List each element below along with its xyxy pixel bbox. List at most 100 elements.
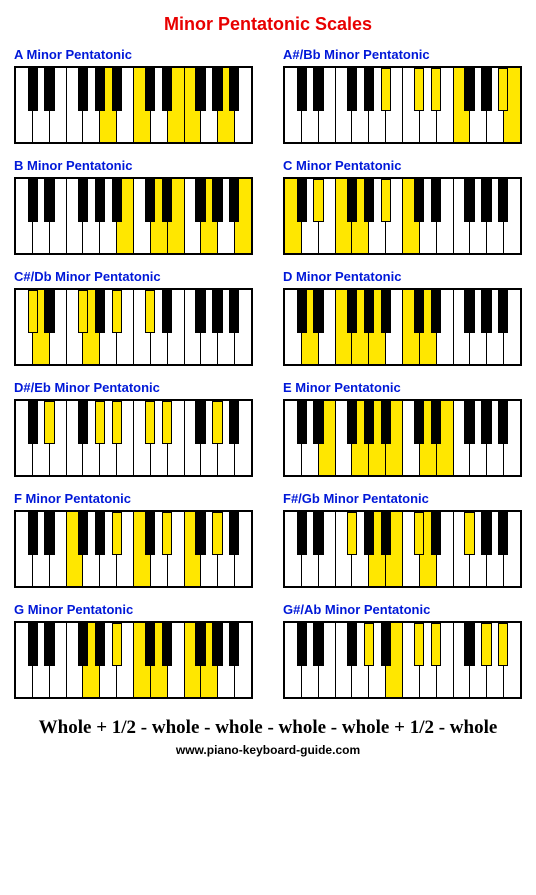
black-key	[481, 512, 491, 555]
black-key	[95, 179, 105, 222]
black-key	[297, 179, 307, 222]
black-key	[313, 401, 323, 444]
black-key	[78, 68, 88, 111]
black-key	[464, 68, 474, 111]
keyboard	[283, 66, 522, 144]
black-key	[162, 179, 172, 222]
scale-label: A#/Bb Minor Pentatonic	[283, 47, 522, 62]
black-key	[28, 290, 38, 333]
scale-label: D#/Eb Minor Pentatonic	[14, 380, 253, 395]
black-key	[162, 401, 172, 444]
black-key	[414, 623, 424, 666]
black-key	[28, 401, 38, 444]
keyboard	[14, 621, 253, 699]
black-key	[112, 68, 122, 111]
black-key	[162, 623, 172, 666]
black-key	[498, 179, 508, 222]
black-key	[481, 68, 491, 111]
black-key	[297, 401, 307, 444]
black-key	[28, 179, 38, 222]
black-key	[78, 179, 88, 222]
scale-label: E Minor Pentatonic	[283, 380, 522, 395]
formula-text: Whole + 1/2 - whole - whole - whole - wh…	[10, 717, 526, 739]
black-key	[347, 401, 357, 444]
scales-grid: A Minor PentatonicA#/Bb Minor Pentatonic…	[14, 47, 522, 699]
black-key	[498, 401, 508, 444]
black-key	[464, 623, 474, 666]
black-key	[162, 68, 172, 111]
scale-block: D Minor Pentatonic	[283, 269, 522, 366]
black-key	[464, 512, 474, 555]
black-key	[145, 290, 155, 333]
black-key	[212, 179, 222, 222]
black-key	[313, 623, 323, 666]
black-key	[297, 68, 307, 111]
keyboard	[283, 288, 522, 366]
black-key	[44, 290, 54, 333]
black-key	[431, 68, 441, 111]
black-key	[364, 401, 374, 444]
black-key	[481, 401, 491, 444]
page-title: Minor Pentatonic Scales	[10, 14, 526, 35]
black-key	[498, 68, 508, 111]
black-key	[212, 512, 222, 555]
black-key	[364, 623, 374, 666]
black-key	[347, 290, 357, 333]
keyboard	[283, 399, 522, 477]
black-key	[229, 401, 239, 444]
black-key	[112, 401, 122, 444]
keyboard	[14, 399, 253, 477]
black-key	[44, 623, 54, 666]
black-key	[347, 512, 357, 555]
black-key	[431, 290, 441, 333]
black-key	[212, 401, 222, 444]
black-key	[78, 512, 88, 555]
black-key	[28, 68, 38, 111]
keyboard	[14, 177, 253, 255]
keyboard	[283, 177, 522, 255]
black-key	[78, 401, 88, 444]
black-key	[381, 512, 391, 555]
black-key	[464, 290, 474, 333]
scale-label: G#/Ab Minor Pentatonic	[283, 602, 522, 617]
black-key	[145, 68, 155, 111]
black-key	[431, 179, 441, 222]
scale-block: F#/Gb Minor Pentatonic	[283, 491, 522, 588]
scale-block: B Minor Pentatonic	[14, 158, 253, 255]
black-key	[195, 512, 205, 555]
black-key	[464, 401, 474, 444]
black-key	[28, 623, 38, 666]
keyboard	[283, 621, 522, 699]
black-key	[145, 623, 155, 666]
black-key	[498, 623, 508, 666]
black-key	[28, 512, 38, 555]
scale-label: B Minor Pentatonic	[14, 158, 253, 173]
black-key	[414, 68, 424, 111]
black-key	[162, 290, 172, 333]
black-key	[95, 401, 105, 444]
scale-block: D#/Eb Minor Pentatonic	[14, 380, 253, 477]
black-key	[364, 512, 374, 555]
black-key	[95, 290, 105, 333]
black-key	[381, 290, 391, 333]
black-key	[347, 179, 357, 222]
black-key	[381, 68, 391, 111]
black-key	[364, 68, 374, 111]
black-key	[44, 401, 54, 444]
black-key	[145, 512, 155, 555]
black-key	[112, 623, 122, 666]
black-key	[431, 401, 441, 444]
keyboard	[14, 66, 253, 144]
black-key	[381, 401, 391, 444]
scale-block: C#/Db Minor Pentatonic	[14, 269, 253, 366]
black-key	[195, 401, 205, 444]
black-key	[313, 512, 323, 555]
black-key	[431, 512, 441, 555]
black-key	[229, 512, 239, 555]
black-key	[44, 512, 54, 555]
black-key	[195, 623, 205, 666]
black-key	[162, 512, 172, 555]
black-key	[498, 290, 508, 333]
keyboard	[14, 510, 253, 588]
black-key	[347, 623, 357, 666]
